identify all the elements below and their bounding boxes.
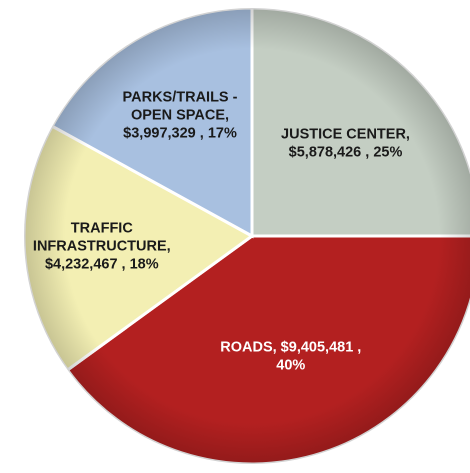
pie-slice-label-line: $5,878,426 , 25% xyxy=(289,145,403,161)
pie-slice-label: ROADS, $9,405,481 , 40% xyxy=(220,339,361,373)
pie-slice-label-line: 40% xyxy=(276,357,305,373)
pie-slice-label: PARKS/TRAILS - OPEN SPACE, $3,997,329 , 17… xyxy=(123,89,238,141)
pie-slice-label-line: $3,997,329 , 17% xyxy=(123,125,237,141)
pie-slice-label: JUSTICE CENTER, $5,878,426 , 25% xyxy=(281,127,410,161)
pie-labels: JUSTICE CENTER, $5,878,426 , 25% ROADS, $9… xyxy=(33,89,410,373)
pie-slice-label-line: $4,232,467 , 18% xyxy=(45,256,159,272)
pie-slice-justice-center xyxy=(250,6,470,238)
pie-slice-label: TRAFFIC INFRASTRUCTURE, $4,232,467 , 18% xyxy=(33,220,171,272)
pie-slice-label-line: JUSTICE CENTER, xyxy=(281,127,410,143)
pie-slice-label-line: TRAFFIC xyxy=(71,220,134,236)
pie-slice-label-line: ROADS, $9,405,481 , xyxy=(220,339,361,355)
pie-slice-label-line: INFRASTRUCTURE, xyxy=(33,238,171,254)
pie-slice-label-line: OPEN SPACE, xyxy=(131,107,229,123)
pie-slice-label-line: PARKS/TRAILS - xyxy=(123,89,238,105)
